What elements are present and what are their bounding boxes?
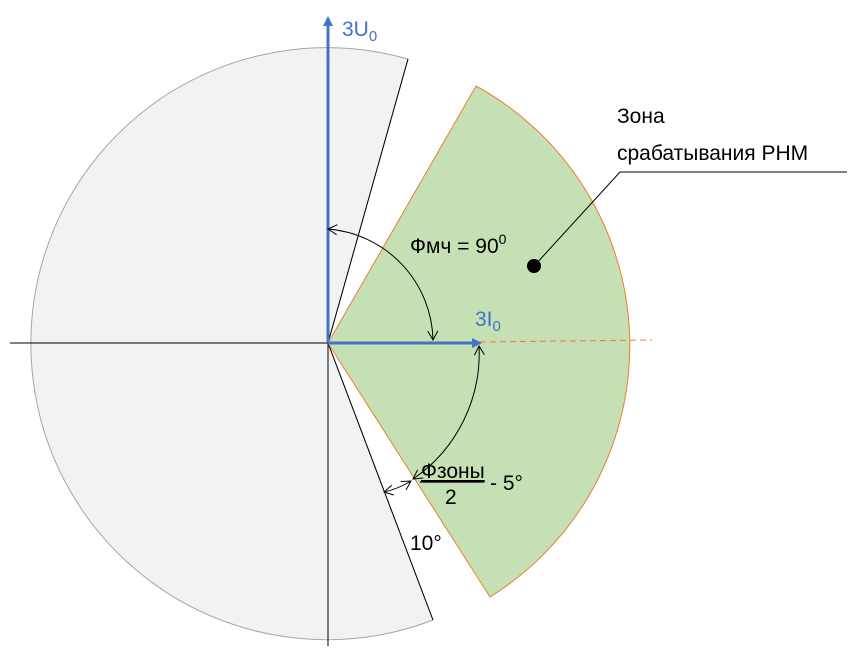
reference-dashed-line (479, 339, 653, 343)
phi-zone-denominator: 2 (445, 486, 457, 509)
zone-leader-line (534, 171, 847, 266)
blocked-boundary-lower (327, 342, 434, 621)
offset-label: 10° (410, 532, 442, 555)
phi-zone-numerator: Фзоны (421, 460, 485, 483)
i0-label: 3I0 (475, 308, 501, 335)
offset-arc (382, 480, 412, 496)
phi-zone-suffix: - 5° (490, 472, 523, 495)
phi-zone-arc (412, 344, 485, 480)
u0-label: 3U0 (342, 18, 377, 45)
phi-mch-label: Фмч = 900 (410, 231, 507, 258)
zone-marker-dot (527, 259, 541, 273)
zone-label-line2: срабатывания РНМ (617, 142, 808, 165)
phi-mch-arc (326, 224, 439, 342)
blocked-sector (30, 47, 434, 641)
zone-label-line1: Зона (617, 105, 665, 128)
